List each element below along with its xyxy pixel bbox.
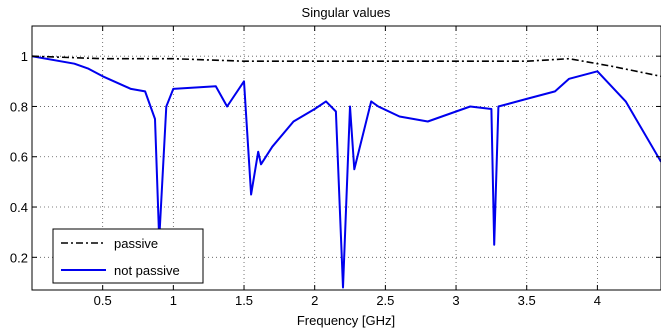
legend-label-passive: passive: [114, 236, 158, 251]
x-tick-label: 4: [594, 293, 601, 308]
axis-ticks: 0.5 1 1.5 2 2.5 3 3.5 4 0.2 0.4 0.6 0.8 1: [10, 26, 661, 308]
y-tick-label: 0.4: [10, 200, 28, 215]
x-tick-label: 2.5: [376, 293, 394, 308]
legend-label-not-passive: not passive: [114, 263, 180, 278]
chart-title: Singular values: [302, 5, 391, 20]
x-tick-label: 2: [311, 293, 318, 308]
legend: passive not passive: [52, 228, 204, 284]
y-tick-label: 0.8: [10, 99, 28, 114]
x-tick-label: 3.5: [518, 293, 536, 308]
series-line-not-passive: [32, 55, 661, 289]
y-tick-label: 0.2: [10, 250, 28, 265]
x-tick-label: 1.5: [235, 293, 253, 308]
plot-lines: [32, 55, 661, 289]
x-tick-label: 0.5: [94, 293, 112, 308]
y-tick-label: 1: [21, 49, 28, 64]
x-tick-label: 3: [452, 293, 459, 308]
legend-box: [52, 228, 204, 284]
y-tick-label: 0.6: [10, 150, 28, 165]
x-axis-label: Frequency [GHz]: [297, 313, 395, 328]
grid: [32, 26, 661, 290]
x-tick-label: 1: [170, 293, 177, 308]
series-line-passive: [32, 55, 661, 78]
plot-frame: [31, 25, 661, 291]
